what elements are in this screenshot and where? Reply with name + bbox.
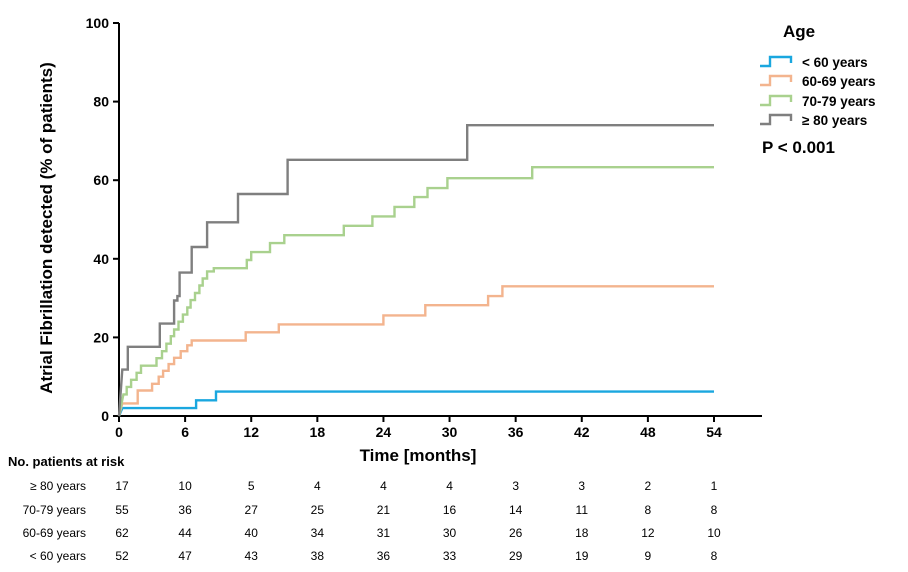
x-tick-label: 42: [574, 424, 590, 440]
risk-cell: 52: [115, 549, 129, 563]
risk-cell: 34: [311, 526, 325, 540]
legend-label-2: 70-79 years: [802, 94, 876, 109]
x-tick-label: 0: [115, 424, 123, 440]
risk-cell: 18: [575, 526, 589, 540]
risk-cell: 40: [245, 526, 259, 540]
series-line-0: [117, 390, 714, 417]
risk-row-label-1: 70-79 years: [23, 503, 86, 517]
series-line-1: [117, 285, 714, 417]
risk-cell: 29: [509, 549, 523, 563]
risk-cell: 30: [443, 526, 457, 540]
risk-cell: 10: [707, 526, 721, 540]
risk-cell: 36: [178, 503, 192, 517]
risk-row-label-2: 60-69 years: [23, 526, 86, 540]
risk-cell: 26: [509, 526, 523, 540]
risk-cell: 14: [509, 503, 523, 517]
risk-cell: 9: [645, 549, 652, 563]
risk-cell: 3: [512, 479, 519, 493]
legend-label-1: 60-69 years: [802, 74, 876, 89]
risk-cell: 62: [115, 526, 129, 540]
x-tick-label: 24: [376, 424, 392, 440]
risk-cell: 12: [641, 526, 655, 540]
risk-cell: 5: [248, 479, 255, 493]
y-tick-label: 80: [93, 94, 109, 110]
legend-label-3: ≥ 80 years: [802, 113, 867, 128]
x-tick-label: 6: [181, 424, 189, 440]
y-tick-label: 0: [101, 408, 109, 424]
risk-cell: 11: [576, 503, 589, 517]
risk-table-title: No. patients at risk: [8, 454, 125, 469]
legend-swatch-3: [760, 113, 793, 126]
risk-cell: 33: [443, 549, 457, 563]
x-tick-label: 12: [243, 424, 259, 440]
risk-cell: 10: [178, 479, 192, 493]
risk-cell: 4: [446, 479, 453, 493]
y-tick-label: 60: [93, 172, 109, 188]
y-axis-label: Atrial Fibrillation detected (% of patie…: [37, 62, 56, 394]
risk-cell: 38: [311, 549, 325, 563]
risk-cell: 4: [380, 479, 387, 493]
x-tick-label: 18: [310, 424, 326, 440]
legend-label-0: < 60 years: [802, 55, 868, 70]
x-tick-label: 30: [442, 424, 458, 440]
risk-cell: 19: [575, 549, 589, 563]
x-axis-label: Time [months]: [360, 446, 477, 465]
risk-cell: 55: [115, 503, 129, 517]
risk-cell: 25: [311, 503, 325, 517]
risk-cell: 3: [578, 479, 585, 493]
risk-cell: 8: [645, 503, 652, 517]
risk-cell: 36: [377, 549, 391, 563]
y-tick-label: 100: [86, 15, 110, 31]
x-tick-label: 48: [640, 424, 656, 440]
risk-cell: 43: [245, 549, 259, 563]
risk-cell: 31: [377, 526, 391, 540]
legend-swatch-2: [760, 94, 793, 107]
risk-cell: 16: [443, 503, 457, 517]
p-value: P < 0.001: [762, 138, 835, 157]
risk-cell: 8: [711, 503, 718, 517]
risk-row-label-3: < 60 years: [30, 549, 86, 563]
y-tick-label: 40: [93, 251, 109, 267]
risk-cell: 44: [178, 526, 192, 540]
risk-cell: 4: [314, 479, 321, 493]
risk-cell: 27: [245, 503, 259, 517]
legend-title: Age: [783, 22, 815, 41]
risk-cell: 2: [645, 479, 652, 493]
legend-swatch-0: [760, 55, 793, 68]
x-tick-label: 54: [706, 424, 722, 440]
series-line-3: [117, 124, 714, 417]
risk-cell: 21: [377, 503, 391, 517]
risk-cell: 17: [115, 479, 129, 493]
risk-cell: 8: [711, 549, 718, 563]
legend-swatch-1: [760, 74, 793, 87]
risk-cell: 1: [711, 479, 718, 493]
risk-row-label-0: ≥ 80 years: [30, 479, 86, 493]
series-line-2: [117, 166, 714, 417]
risk-cell: 47: [178, 549, 192, 563]
y-tick-label: 20: [93, 329, 109, 345]
x-tick-label: 36: [508, 424, 524, 440]
